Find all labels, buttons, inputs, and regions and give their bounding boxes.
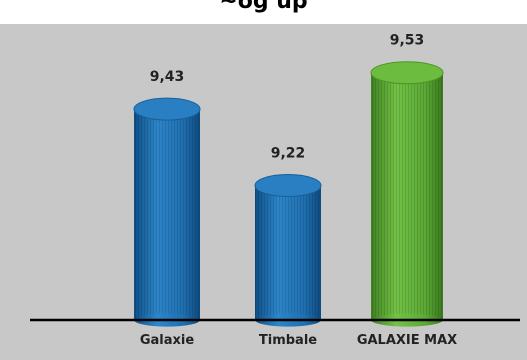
bar-cap [370, 61, 444, 85]
bar-cap [133, 97, 201, 121]
bar-cap [254, 173, 322, 197]
data-label-2: 9,22 [271, 145, 306, 161]
bar-ridges [371, 72, 443, 321]
bar-ridges [255, 185, 321, 320]
chart-title-fragment: ~og up [219, 0, 308, 14]
category-label-1: Galaxie [140, 333, 195, 348]
bar-2 [254, 173, 322, 327]
title-band [0, 0, 527, 24]
data-label-1: 9,43 [150, 69, 185, 85]
category-label-3: GALAXIE MAX [357, 333, 457, 348]
bar-1 [133, 97, 201, 327]
data-label-3: 9,53 [390, 33, 425, 49]
category-label-2: Timbale [259, 333, 317, 348]
bar-ridges [134, 109, 200, 320]
bar-3 [370, 61, 444, 327]
